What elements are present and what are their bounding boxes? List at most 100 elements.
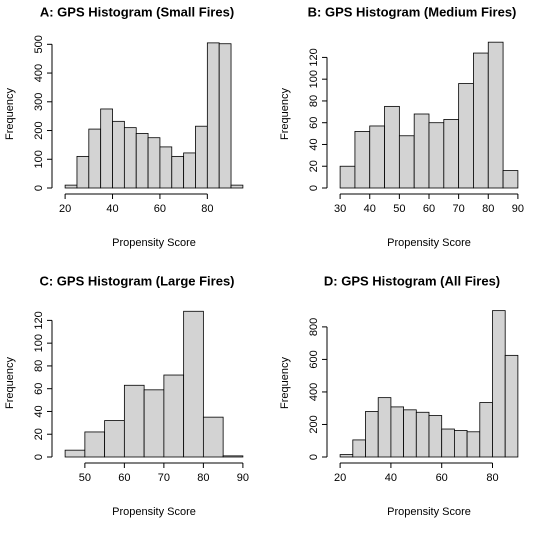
- x-tick-label: 70: [453, 203, 465, 215]
- bar: [365, 411, 379, 458]
- bar: [163, 374, 185, 458]
- bar: [441, 428, 455, 458]
- bar: [202, 416, 224, 458]
- x-tick-label: 20: [334, 472, 346, 484]
- y-tick-label: 100: [308, 70, 320, 88]
- bar: [195, 125, 208, 189]
- x-tick-label: 30: [334, 203, 346, 215]
- bar: [487, 41, 504, 189]
- y-tick-label: 800: [308, 318, 320, 336]
- x-tick-label: 80: [482, 203, 494, 215]
- chart-title: A: GPS Histogram (Small Fires): [40, 4, 234, 19]
- bar: [143, 389, 165, 458]
- y-tick-label: 200: [33, 121, 45, 139]
- y-tick-label: 80: [33, 360, 45, 372]
- bar: [112, 120, 125, 189]
- y-axis-label: Frequency: [4, 88, 16, 140]
- bar: [473, 52, 489, 189]
- y-tick-label: 20: [33, 428, 45, 440]
- y-axis-label: Frequency: [4, 357, 16, 409]
- y-tick-label: 80: [308, 95, 320, 107]
- x-axis-label: Propensity Score: [387, 237, 471, 249]
- chart-title: B: GPS Histogram (Medium Fires): [308, 4, 517, 19]
- y-tick-label: 60: [33, 383, 45, 395]
- x-axis-label: Propensity Score: [387, 506, 471, 518]
- bar: [123, 127, 137, 189]
- bar: [413, 113, 430, 189]
- x-axis-label: Propensity Score: [112, 237, 196, 249]
- bar: [377, 397, 392, 458]
- y-tick-label: 120: [308, 48, 320, 66]
- y-tick-label: 40: [33, 405, 45, 417]
- bar: [502, 170, 519, 189]
- y-tick-label: 0: [33, 454, 45, 460]
- bar: [206, 42, 220, 189]
- bar: [415, 411, 430, 458]
- x-tick-label: 20: [59, 203, 71, 215]
- y-tick-label: 20: [308, 160, 320, 172]
- bar: [123, 384, 145, 458]
- bar: [428, 122, 445, 189]
- x-tick-label: 60: [436, 472, 448, 484]
- bar: [147, 137, 161, 189]
- x-tick-label: 40: [385, 472, 397, 484]
- y-tick-label: 400: [308, 383, 320, 401]
- x-tick-label: 80: [201, 203, 213, 215]
- y-tick-label: 0: [33, 185, 45, 191]
- bar: [171, 155, 185, 189]
- bar: [76, 155, 90, 189]
- y-tick-label: 500: [33, 35, 45, 53]
- x-tick-label: 50: [79, 472, 91, 484]
- bar: [183, 152, 196, 189]
- bar: [339, 454, 354, 458]
- x-tick-label: 80: [197, 472, 209, 484]
- bar: [354, 131, 371, 189]
- x-tick-label: 70: [158, 472, 170, 484]
- bar: [100, 108, 113, 189]
- bar: [453, 430, 468, 458]
- y-tick-label: 600: [308, 350, 320, 368]
- y-tick-label: 60: [308, 117, 320, 129]
- x-tick-label: 50: [393, 203, 405, 215]
- bar: [159, 146, 173, 189]
- y-tick-label: 0: [308, 454, 320, 460]
- bar: [479, 402, 493, 458]
- bar: [492, 310, 506, 458]
- bar: [88, 128, 102, 189]
- y-tick-label: 40: [308, 138, 320, 150]
- bar: [504, 354, 519, 458]
- bar: [369, 125, 385, 189]
- chart-title: D: GPS Histogram (All Fires): [324, 273, 500, 288]
- bar: [403, 409, 417, 458]
- bar: [398, 135, 415, 189]
- bar: [183, 310, 204, 458]
- bar: [230, 184, 244, 189]
- y-tick-label: 0: [308, 185, 320, 191]
- bar: [104, 420, 125, 458]
- y-axis-label: Frequency: [279, 357, 291, 409]
- bar: [443, 119, 460, 189]
- bar: [466, 431, 481, 458]
- x-tick-label: 60: [154, 203, 166, 215]
- bar: [84, 431, 106, 458]
- x-tick-label: 40: [106, 203, 118, 215]
- x-tick-label: 90: [512, 203, 524, 215]
- y-tick-label: 100: [33, 334, 45, 352]
- bar: [135, 132, 149, 189]
- bar: [384, 105, 400, 189]
- y-axis-label: Frequency: [279, 88, 291, 140]
- x-axis-label: Propensity Score: [112, 506, 196, 518]
- y-tick-label: 300: [33, 93, 45, 111]
- bar: [64, 184, 78, 189]
- y-tick-label: 120: [33, 311, 45, 329]
- y-tick-label: 200: [308, 415, 320, 433]
- bar: [64, 449, 86, 458]
- chart-title: C: GPS Histogram (Large Fires): [39, 273, 234, 288]
- bar: [218, 43, 232, 189]
- y-tick-label: 100: [33, 150, 45, 168]
- bar: [222, 455, 244, 458]
- bar: [339, 165, 356, 189]
- bar: [390, 406, 405, 458]
